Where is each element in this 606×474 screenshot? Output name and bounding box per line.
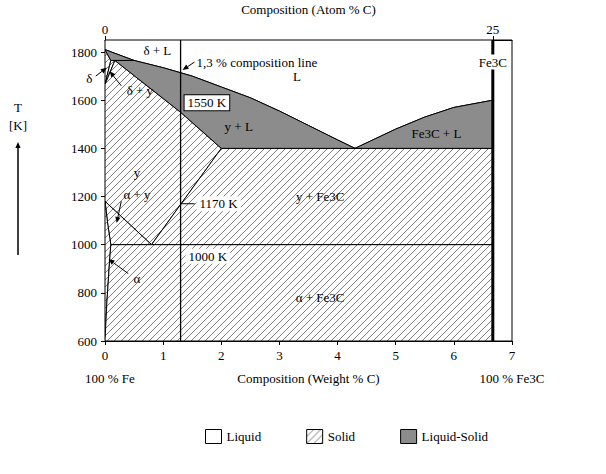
svg-text:7: 7 bbox=[509, 348, 516, 363]
svg-text:1,3 % composition line: 1,3 % composition line bbox=[197, 55, 318, 70]
svg-text:δ: δ bbox=[86, 71, 92, 86]
svg-text:600: 600 bbox=[78, 334, 98, 349]
svg-text:y + Fe3C: y + Fe3C bbox=[296, 189, 345, 204]
svg-text:α: α bbox=[134, 271, 141, 286]
svg-text:Liquid: Liquid bbox=[227, 429, 262, 444]
svg-text:y + L: y + L bbox=[225, 119, 253, 134]
svg-text:δ + y: δ + y bbox=[127, 83, 154, 98]
svg-text:4: 4 bbox=[334, 348, 341, 363]
svg-text:[K]: [K] bbox=[9, 118, 27, 133]
svg-text:Liquid-Solid: Liquid-Solid bbox=[422, 429, 489, 444]
svg-text:5: 5 bbox=[392, 348, 399, 363]
svg-text:Composition (Weight % C): Composition (Weight % C) bbox=[237, 371, 379, 386]
svg-text:1170 K: 1170 K bbox=[200, 196, 239, 211]
svg-text:1550 K: 1550 K bbox=[188, 95, 227, 110]
svg-text:25: 25 bbox=[486, 22, 499, 37]
svg-text:3: 3 bbox=[276, 348, 283, 363]
svg-text:y: y bbox=[134, 165, 141, 180]
svg-text:T: T bbox=[14, 100, 22, 115]
svg-text:α + Fe3C: α + Fe3C bbox=[296, 290, 345, 305]
svg-text:1000 K: 1000 K bbox=[189, 249, 228, 264]
svg-text:0: 0 bbox=[102, 22, 109, 37]
svg-text:1: 1 bbox=[160, 348, 167, 363]
svg-text:α + y: α + y bbox=[123, 187, 151, 202]
svg-text:1800: 1800 bbox=[71, 45, 97, 60]
svg-text:δ + L: δ + L bbox=[143, 43, 171, 58]
svg-text:1600: 1600 bbox=[71, 93, 97, 108]
svg-text:2: 2 bbox=[218, 348, 225, 363]
svg-text:0: 0 bbox=[102, 348, 109, 363]
svg-text:100 % Fe3C: 100 % Fe3C bbox=[480, 371, 545, 386]
svg-text:1000: 1000 bbox=[71, 237, 97, 252]
svg-text:800: 800 bbox=[78, 285, 98, 300]
svg-text:1400: 1400 bbox=[71, 141, 97, 156]
svg-text:Fe3C + L: Fe3C + L bbox=[411, 126, 461, 141]
svg-text:6: 6 bbox=[451, 348, 458, 363]
svg-text:100 % Fe: 100 % Fe bbox=[85, 371, 135, 386]
svg-text:1200: 1200 bbox=[71, 189, 97, 204]
svg-text:Solid: Solid bbox=[328, 429, 356, 444]
svg-text:L: L bbox=[293, 69, 301, 84]
svg-text:Composition (Atom % C): Composition (Atom % C) bbox=[241, 2, 376, 17]
svg-text:Fe3C: Fe3C bbox=[479, 55, 507, 70]
